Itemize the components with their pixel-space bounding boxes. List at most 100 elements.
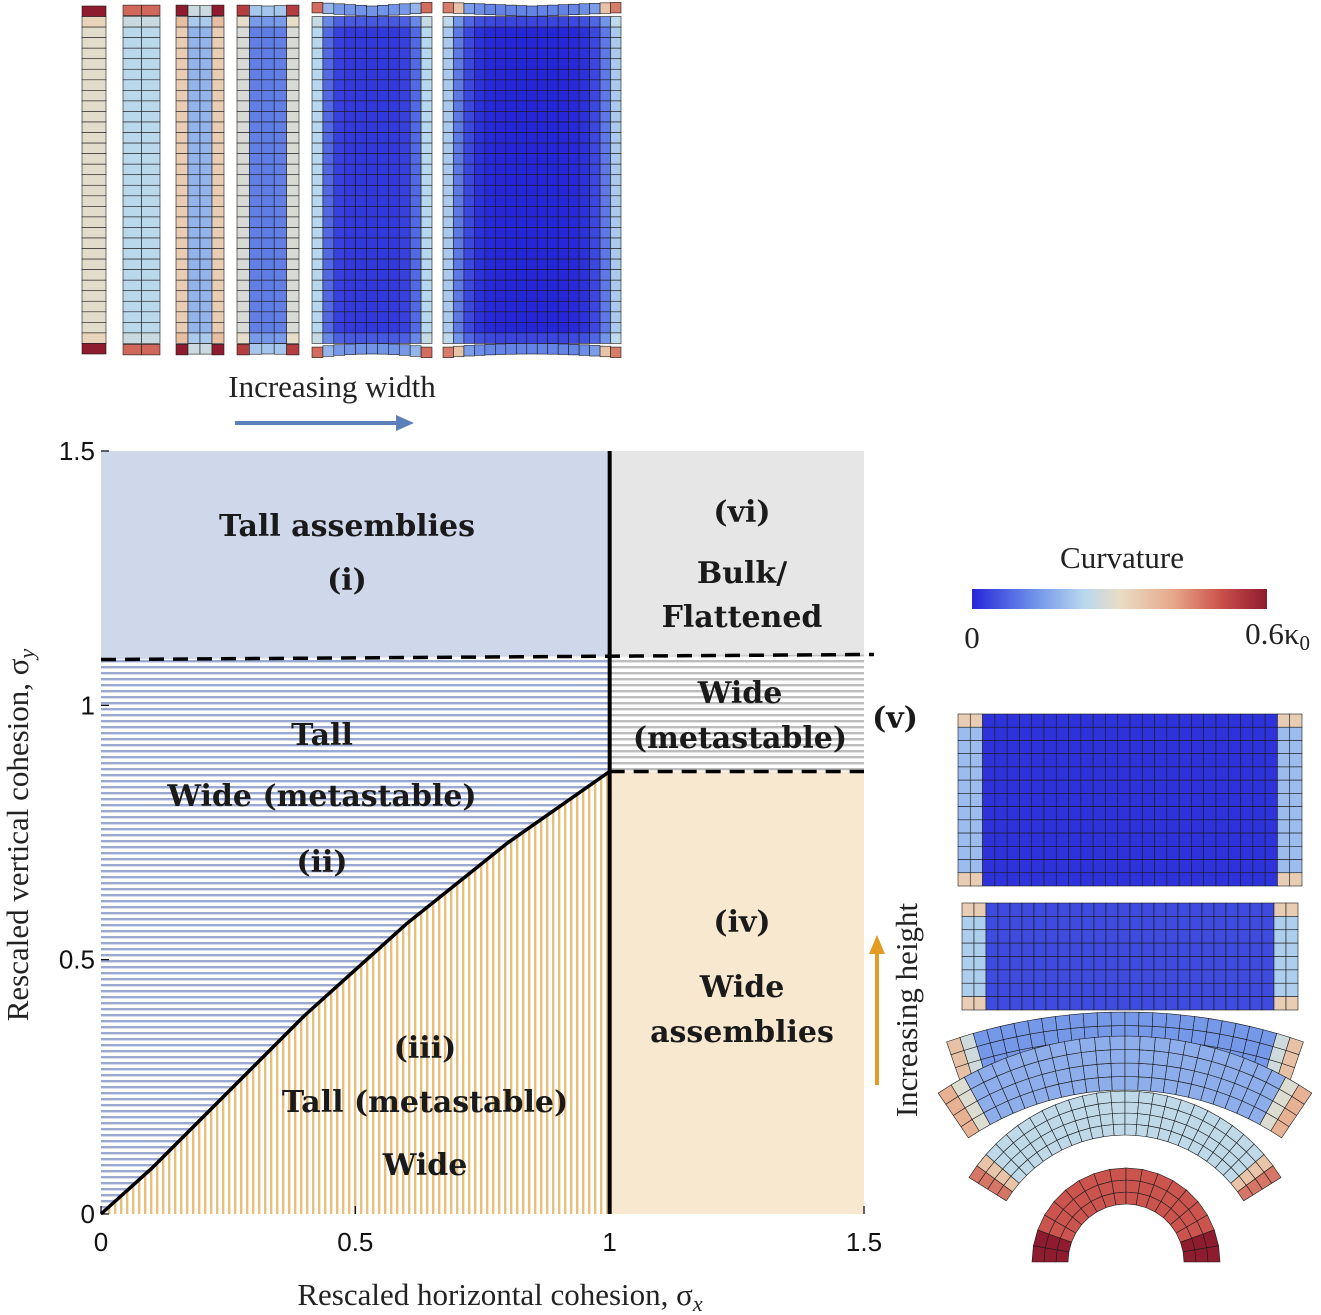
assembly-cell [568, 132, 580, 144]
assembly-cell [1141, 956, 1155, 971]
assembly-cell [1033, 916, 1047, 931]
assembly-cell [474, 163, 486, 176]
assembly-cell [1105, 832, 1119, 847]
assembly-cell [377, 300, 389, 313]
assembly-cell [1213, 969, 1227, 984]
assembly-cell [463, 206, 475, 218]
assembly-cell [1227, 846, 1241, 860]
assembly-cell [515, 258, 528, 270]
assembly-cell [536, 322, 549, 334]
assembly-cell [547, 311, 559, 323]
assembly-cell [1285, 929, 1299, 944]
assembly-cell [610, 290, 622, 302]
assembly-cell [536, 216, 549, 228]
assembly-cell [557, 16, 569, 28]
assembly-cell [1019, 793, 1033, 807]
assembly-cell [236, 237, 250, 249]
assembly-cell [1151, 1063, 1168, 1080]
assembly-cell [122, 195, 142, 207]
assembly-cell [273, 100, 287, 112]
assembly-cell [344, 290, 356, 302]
assembly-cell [526, 79, 538, 91]
assembly-cell [547, 16, 559, 28]
assembly-cell [557, 58, 569, 70]
assembly-cell [610, 195, 622, 207]
assembly-cell [322, 16, 335, 28]
assembly-cell [610, 121, 622, 133]
assembly-cell [261, 343, 275, 355]
assembly-cell [388, 184, 400, 197]
assembly-cell [610, 248, 622, 260]
assembly-cell [997, 982, 1011, 997]
assembly-cell [1043, 779, 1057, 794]
assembly-cell [505, 121, 517, 133]
assembly-cell [1105, 779, 1119, 794]
region-i-label: Tall assemblies [219, 509, 475, 544]
assembly-cell [81, 290, 107, 302]
assembly-cell [484, 195, 496, 207]
assembly-cell [333, 344, 346, 356]
assembly-cell [1261, 929, 1275, 944]
assembly-cell [344, 237, 356, 249]
assembly-cell [515, 174, 528, 186]
assembly-cell [1105, 859, 1119, 874]
assembly-cell [1033, 969, 1047, 984]
assembly-cell [409, 58, 422, 70]
assembly-cell [1153, 929, 1167, 944]
assembly-cell [1021, 942, 1035, 957]
assembly-cell [463, 311, 475, 323]
assembly-cell [366, 163, 378, 176]
assembly-cell [578, 184, 590, 197]
assembly-cell [599, 206, 611, 218]
assembly-cell [1237, 942, 1251, 957]
assembly-cell [1081, 996, 1095, 1011]
assembly-cell [236, 68, 250, 81]
assembly-cell [1117, 916, 1131, 931]
assembly-cell [578, 300, 590, 313]
assembly-cell [388, 153, 400, 165]
top-assembly-4 [236, 4, 300, 356]
assembly-cell [175, 68, 189, 81]
assembly-cell [557, 227, 569, 239]
region-v-label: Wide [697, 676, 783, 711]
assembly-cell [377, 237, 389, 249]
assembly-cell [249, 248, 263, 260]
assembly-cell [495, 47, 507, 60]
assembly-cell [199, 47, 213, 60]
assembly-cell [81, 47, 107, 60]
assembly-cell [484, 121, 496, 133]
assembly-cell [1006, 806, 1020, 821]
assembly-cell [322, 332, 335, 344]
assembly-cell [1006, 793, 1020, 807]
assembly-cell [568, 26, 580, 38]
assembly-cell [474, 37, 486, 49]
assembly-cell [557, 100, 569, 112]
assembly-cell [1055, 740, 1069, 754]
assembly-cell [141, 269, 161, 281]
assembly-cell [211, 290, 225, 302]
assembly-cell [589, 142, 601, 154]
assembly-cell [1237, 982, 1251, 997]
assembly-cell [589, 90, 601, 102]
assembly-cell [1252, 779, 1266, 794]
assembly-cell [355, 237, 367, 249]
assembly-cell [505, 90, 517, 102]
assembly-cell [1191, 872, 1205, 887]
assembly-cell [273, 47, 287, 60]
assembly-cell [578, 227, 590, 239]
assembly-cell [355, 248, 367, 260]
assembly-cell [175, 227, 189, 239]
assembly-cell [366, 279, 378, 292]
assembly-cell [599, 300, 611, 313]
assembly-cell [1105, 713, 1119, 728]
assembly-cell [1129, 753, 1143, 768]
assembly-cell [122, 216, 142, 228]
assembly-cell [187, 258, 201, 270]
assembly-cell [474, 279, 486, 292]
assembly-cell [578, 58, 590, 70]
assembly-cell [526, 343, 538, 355]
assembly-cell [1105, 902, 1119, 917]
assembly-cell [1168, 1038, 1186, 1056]
assembly-cell [589, 100, 601, 112]
assembly-cell [599, 163, 611, 176]
